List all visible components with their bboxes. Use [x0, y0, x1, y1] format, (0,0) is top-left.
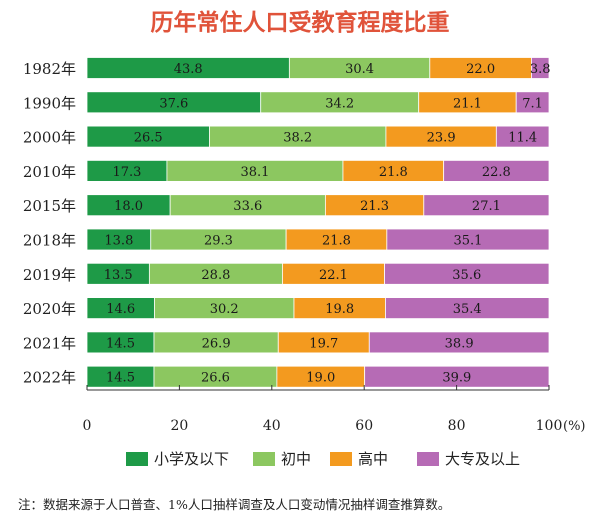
data-label: 38.9 — [445, 336, 474, 351]
data-label: 43.8 — [174, 62, 203, 77]
data-label: 35.1 — [453, 234, 482, 249]
legend-swatch — [253, 452, 275, 466]
x-tick-label: 60 — [355, 418, 373, 434]
legend-swatch — [417, 452, 439, 466]
data-label: 39.9 — [442, 371, 471, 386]
data-label: 33.6 — [233, 199, 262, 214]
x-tick-label: 0 — [83, 418, 92, 434]
data-label: 26.9 — [202, 336, 231, 351]
data-label: 14.6 — [106, 302, 135, 317]
data-label: 21.8 — [322, 234, 351, 249]
bars-layer: 43.8 30.4 22.0 3.8 37.6 34.2 21.1 7.1 26.5 38.2 23… — [86, 57, 551, 388]
legend: 小学及以下 初中 高中 大专及以上 — [126, 450, 520, 468]
legend-label: 大专及以上 — [445, 450, 520, 468]
year-label: 2000年 — [23, 129, 76, 147]
data-label: 22.1 — [319, 268, 348, 283]
data-label: 19.8 — [325, 302, 354, 317]
data-label: 30.2 — [210, 302, 239, 317]
data-label: 26.5 — [134, 131, 163, 146]
data-label: 37.6 — [159, 96, 188, 111]
chart-title: 历年常住人口受教育程度比重 — [151, 9, 450, 36]
legend-label: 初中 — [281, 450, 311, 468]
year-label: 2022年 — [23, 369, 76, 387]
data-label: 19.0 — [306, 371, 335, 386]
data-label: 38.2 — [283, 131, 312, 146]
data-label: 3.8 — [530, 62, 551, 77]
data-label: 21.3 — [360, 199, 389, 214]
year-labels: 1982年 1990年 2000年 2010年 2015年 2018年 2019年 2020年… — [23, 60, 76, 387]
legend-label: 高中 — [358, 450, 388, 468]
bar-segment — [384, 262, 550, 285]
bar-segment — [386, 228, 550, 251]
x-unit-label: (%) — [563, 419, 586, 434]
data-label: 21.1 — [453, 96, 482, 111]
year-label: 2018年 — [23, 232, 76, 250]
bar-segment — [515, 91, 550, 114]
data-label: 22.0 — [466, 62, 495, 77]
year-label: 2019年 — [23, 266, 76, 284]
data-label: 30.4 — [345, 62, 374, 77]
bar-segment — [495, 125, 550, 148]
legend-swatch — [330, 452, 352, 466]
data-label: 14.5 — [106, 371, 135, 386]
data-label: 35.6 — [452, 268, 481, 283]
data-label: 29.3 — [204, 234, 233, 249]
legend-swatch — [126, 452, 148, 466]
data-label: 38.1 — [240, 165, 269, 180]
data-label: 21.8 — [379, 165, 408, 180]
data-label: 7.1 — [522, 96, 543, 111]
data-label: 35.4 — [453, 302, 482, 317]
data-label: 22.8 — [482, 165, 511, 180]
year-label: 2021年 — [23, 334, 76, 352]
data-label: 23.9 — [427, 131, 456, 146]
year-label: 1982年 — [23, 60, 76, 78]
bar-segment — [385, 297, 550, 320]
x-tick-label: 100 — [536, 418, 563, 434]
year-label: 2015年 — [23, 197, 76, 215]
year-label: 2020年 — [23, 300, 76, 318]
legend-label: 小学及以下 — [154, 450, 229, 468]
data-label: 14.5 — [106, 336, 135, 351]
data-label: 28.8 — [201, 268, 230, 283]
data-label: 11.4 — [508, 131, 537, 146]
bar-segment — [368, 331, 550, 354]
source-note: 注：数据来源于人口普查、1%人口抽样调查及人口变动情况抽样调查推算数。 — [18, 497, 451, 512]
x-tick-label: 40 — [263, 418, 281, 434]
x-tick-label: 80 — [448, 418, 466, 434]
data-label: 17.3 — [112, 165, 141, 180]
data-label: 19.7 — [309, 336, 338, 351]
bar-segment — [443, 159, 550, 182]
data-label: 27.1 — [472, 199, 501, 214]
data-label: 18.0 — [114, 199, 143, 214]
data-label: 26.6 — [201, 371, 230, 386]
data-label: 34.2 — [325, 96, 354, 111]
x-axis: 0 20 40 60 80 100 (%) — [83, 385, 586, 434]
data-label: 13.5 — [104, 268, 133, 283]
year-label: 2010年 — [23, 163, 76, 181]
bar-segment — [423, 194, 550, 217]
data-label: 13.8 — [104, 234, 133, 249]
bar-segment — [531, 57, 550, 79]
x-tick-label: 20 — [170, 418, 188, 434]
year-label: 1990年 — [23, 94, 76, 112]
